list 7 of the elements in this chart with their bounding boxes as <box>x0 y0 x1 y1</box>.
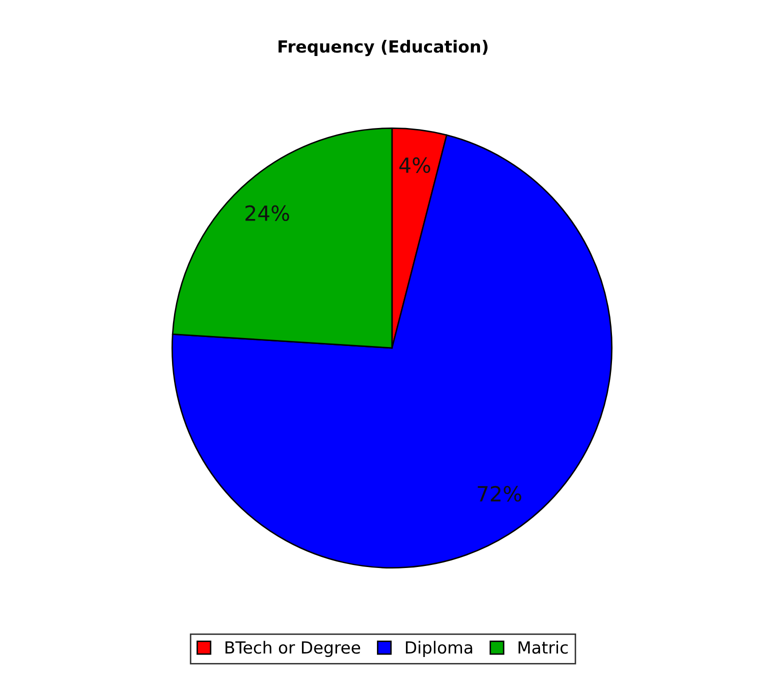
legend-label: Matric <box>518 640 568 654</box>
legend-label: BTech or Degree <box>226 640 360 657</box>
legend-label: Diploma <box>406 640 472 657</box>
data-label: 72% <box>478 486 522 502</box>
data-label: 24% <box>245 205 290 222</box>
data-label: 4% <box>399 157 430 174</box>
chart-title: Frequency (Education) <box>278 40 488 56</box>
